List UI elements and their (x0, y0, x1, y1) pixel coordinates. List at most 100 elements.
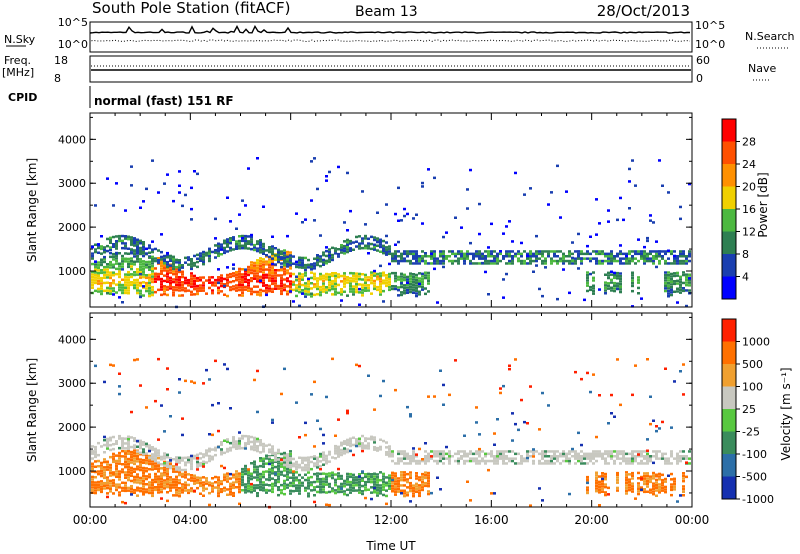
echo-cell (379, 293, 382, 296)
echo-cell (454, 259, 457, 263)
echo-cell (490, 452, 493, 456)
echo-cell (595, 487, 598, 490)
echo-cell (616, 282, 619, 285)
echo-cell (124, 278, 127, 282)
echo-cell (253, 243, 256, 247)
echo-cell (496, 452, 499, 456)
noise-cell (202, 465, 205, 468)
echo-cell (412, 494, 415, 498)
echo-cell (109, 241, 112, 244)
nsky-label: N.Sky (4, 33, 36, 46)
echo-cell (256, 261, 259, 265)
echo-cell (310, 460, 313, 464)
echo-cell (271, 469, 274, 472)
echo-cell (304, 266, 307, 269)
echo-cell (214, 278, 217, 282)
echo-cell (562, 452, 565, 456)
echo-cell (118, 486, 121, 489)
echo-cell (325, 462, 328, 465)
noise-cell (616, 471, 619, 475)
y-tick-label: 1000 (58, 265, 86, 278)
noise-cell (532, 448, 535, 451)
echo-cell (571, 455, 574, 458)
echo-cell (352, 248, 355, 251)
colorbar-tick-label: -1000 (742, 493, 774, 506)
echo-cell (109, 263, 112, 266)
echo-cell (151, 264, 154, 268)
noise-cell (385, 234, 388, 238)
noise-cell (634, 497, 637, 500)
echo-cell (385, 484, 388, 487)
echo-cell (259, 488, 262, 492)
echo-cell (157, 278, 160, 281)
echo-cell (301, 259, 304, 262)
noise-cell (193, 489, 196, 493)
echo-cell (625, 259, 628, 263)
echo-cell (199, 479, 202, 482)
echo-cell (130, 243, 133, 246)
echo-cell (427, 492, 430, 496)
echo-cell (670, 250, 673, 253)
echo-cell (346, 245, 349, 249)
echo-cell (664, 457, 667, 460)
echo-cell (400, 285, 403, 289)
echo-cell (160, 258, 163, 261)
noise-cell (502, 384, 505, 388)
echo-cell (229, 249, 232, 252)
colorbar-tick-label: 8 (742, 248, 749, 261)
echo-cell (256, 247, 259, 250)
echo-cell (118, 470, 121, 473)
echo-cell (613, 459, 616, 463)
echo-cell (151, 270, 154, 273)
echo-cell (109, 455, 112, 459)
echo-cell (202, 258, 205, 261)
echo-cell (340, 293, 343, 296)
echo-cell (343, 247, 346, 250)
echo-cell (148, 473, 151, 476)
echo-cell (637, 484, 640, 488)
echo-cell (91, 286, 94, 289)
echo-cell (244, 272, 247, 276)
echo-cell (625, 457, 628, 460)
echo-cell (598, 252, 601, 256)
echo-cell (400, 255, 403, 258)
echo-cell (412, 489, 415, 493)
echo-cell (472, 262, 475, 265)
echo-cell (502, 462, 505, 465)
echo-cell (97, 274, 100, 277)
echo-cell (403, 479, 406, 482)
echo-cell (370, 491, 373, 494)
noise-cell (400, 282, 403, 285)
echo-cell (151, 458, 154, 461)
echo-cell (172, 278, 175, 281)
echo-cell (673, 482, 676, 486)
echo-cell (400, 476, 403, 479)
echo-cell (283, 485, 286, 488)
echo-cell (271, 245, 274, 248)
echo-cell (325, 259, 328, 263)
echo-cell (421, 483, 424, 486)
echo-cell (109, 482, 112, 485)
echo-cell (100, 287, 103, 290)
echo-cell (202, 489, 205, 492)
echo-cell (424, 459, 427, 463)
echo-cell (658, 475, 661, 478)
echo-cell (313, 457, 316, 460)
noise-cell (598, 288, 601, 291)
echo-cell (193, 293, 196, 296)
echo-cell (658, 478, 661, 481)
noise-cell (304, 295, 307, 298)
echo-cell (115, 442, 118, 445)
echo-cell (154, 259, 157, 263)
x-tick-labels: 00:00 04:00 08:00 12:00 16:00 20:00 00:00 (73, 513, 710, 527)
echo-cell (667, 262, 670, 265)
echo-cell (151, 285, 154, 289)
echo-cell (202, 250, 205, 254)
echo-cell (673, 480, 676, 483)
echo-cell (580, 462, 583, 465)
echo-cell (283, 454, 286, 457)
echo-cell (142, 270, 145, 274)
echo-cell (286, 290, 289, 293)
echo-cell (121, 254, 124, 258)
echo-cell (295, 484, 298, 487)
